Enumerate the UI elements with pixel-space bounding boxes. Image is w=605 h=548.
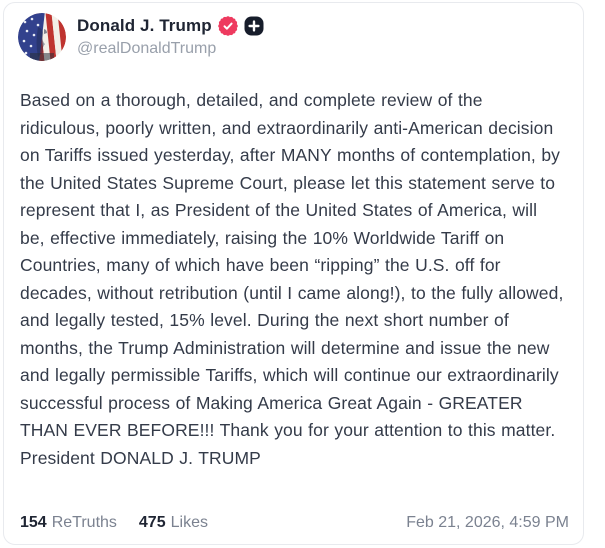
retruths-label: ReTruths	[51, 514, 117, 531]
likes-stat[interactable]: 475 Likes	[139, 514, 208, 532]
verified-seal-icon	[217, 16, 238, 36]
display-name[interactable]: Donald J. Trump	[77, 16, 212, 35]
engagement-stats: 154 ReTruths 475 Likes	[20, 514, 208, 532]
name-row: Donald J. Trump	[77, 16, 264, 36]
retruths-stat[interactable]: 154 ReTruths	[20, 514, 117, 532]
post-timestamp[interactable]: Feb 21, 2026, 4:59 PM	[406, 514, 569, 531]
post-header: Donald J. Trump	[18, 13, 569, 61]
post-footer: 154 ReTruths 475 Likes Feb 21, 2026, 4:5…	[20, 514, 569, 532]
flag-face-avatar-image	[18, 13, 66, 61]
plus-badge-icon	[244, 16, 264, 36]
avatar[interactable]	[18, 13, 66, 61]
retruths-count: 154	[20, 514, 47, 531]
likes-count: 475	[138, 514, 166, 531]
post-body-text: Based on a thorough, detailed, and compl…	[20, 90, 564, 468]
identity-block: Donald J. Trump	[77, 16, 264, 58]
user-handle[interactable]: @realDonaldTrump	[77, 40, 217, 57]
post-card: Donald J. Trump	[3, 2, 584, 545]
likes-label: Likes	[170, 514, 208, 531]
